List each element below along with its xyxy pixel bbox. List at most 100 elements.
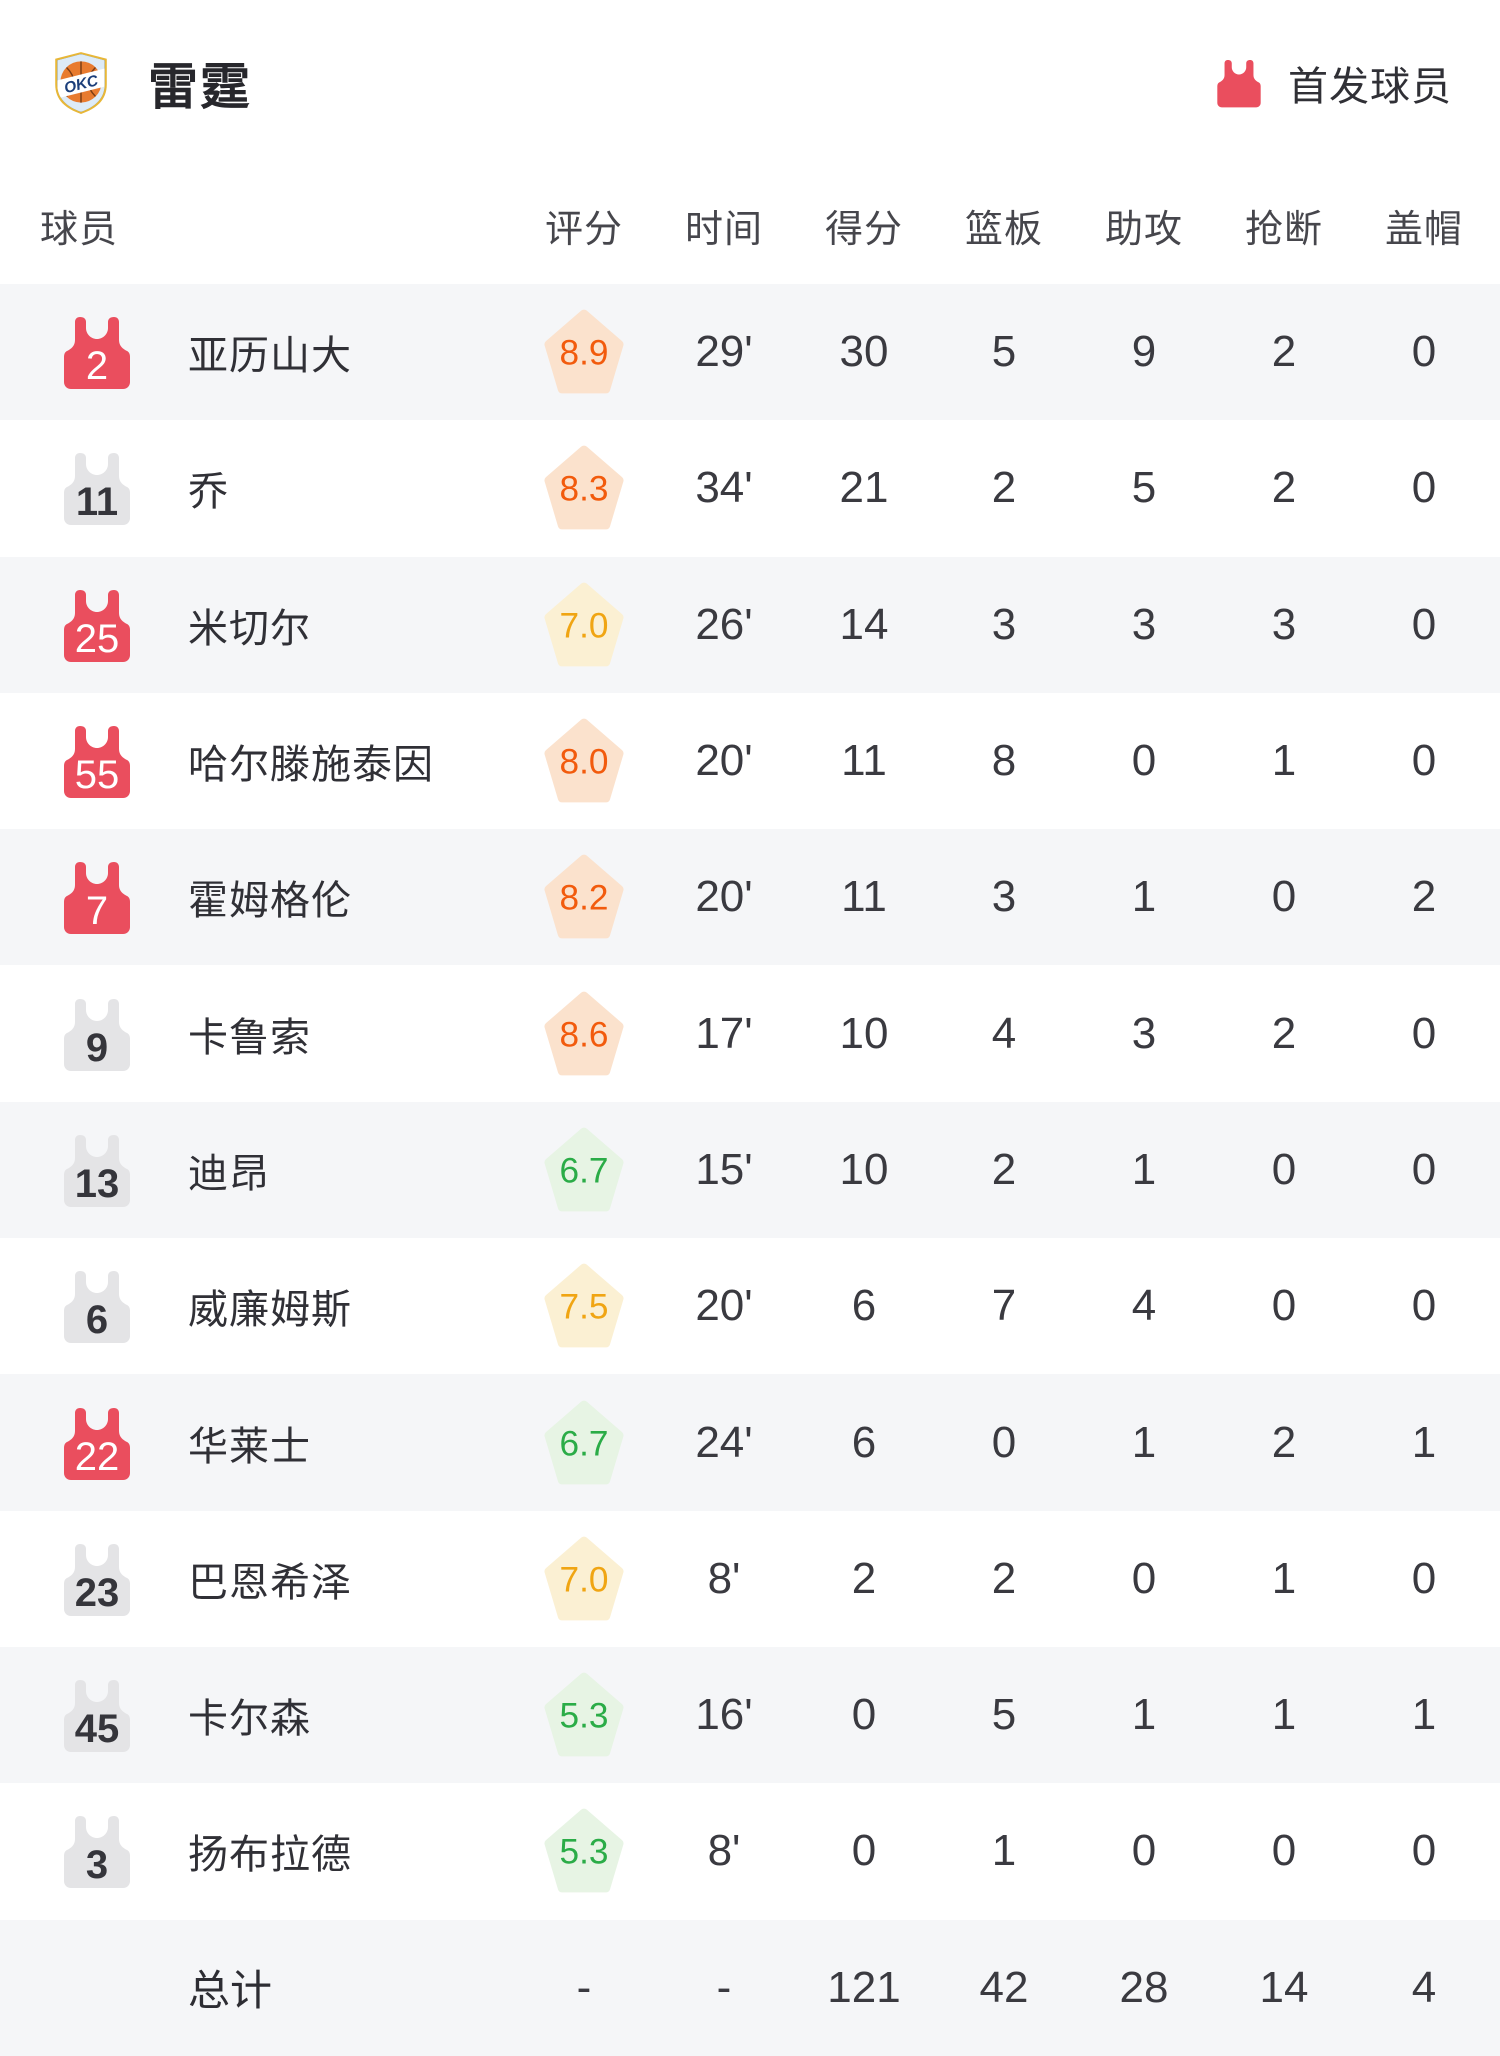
steals-value: 2 (1271, 1008, 1297, 1058)
starter-legend-label: 首发球员 (1288, 65, 1452, 109)
player-row[interactable]: 2 亚历山大 8.9 29' 30 5 9 2 0 (0, 284, 1500, 421)
player-row[interactable]: 55 哈尔滕施泰因 8.0 20' 11 8 0 1 0 (0, 693, 1500, 829)
jersey-cell: 25 (40, 587, 172, 663)
rating-badge: 7.5 (544, 1263, 624, 1348)
player-jersey-icon: 13 (64, 1134, 130, 1207)
points-value: 21 (839, 463, 889, 513)
total-assists: 28 (1119, 1962, 1169, 2012)
assists-value: 1 (1131, 1144, 1157, 1194)
team-header: OKC 雷霆 首发球员 (0, 0, 1500, 166)
player-jersey-icon: 25 (64, 589, 130, 662)
player-row[interactable]: 13 迪昂 6.7 15' 10 2 1 0 0 (0, 1101, 1500, 1239)
minutes-value: 16' (695, 1690, 753, 1740)
total-minutes: - (716, 1962, 732, 2012)
assists-value: 4 (1131, 1281, 1157, 1331)
player-jersey-icon: 6 (64, 1271, 130, 1344)
rating-value: 6.7 (560, 1424, 609, 1463)
minutes-value: 20' (695, 872, 753, 922)
steals-value: 1 (1271, 1690, 1297, 1740)
minutes-value: 8' (707, 1826, 741, 1876)
rating-cell: 7.5 (514, 1263, 654, 1349)
jersey-cell: 6 (40, 1268, 172, 1344)
rating-cell: 8.0 (514, 718, 654, 804)
points-value: 6 (851, 1417, 877, 1467)
player-jersey-icon: 7 (64, 862, 130, 935)
total-points: 121 (827, 1962, 901, 2012)
player-row[interactable]: 3 扬布拉德 5.3 8' 0 1 0 0 0 (0, 1783, 1500, 1919)
player-jersey-icon: 2 (64, 317, 130, 390)
blocks-value: 2 (1411, 872, 1437, 922)
player-row[interactable]: 9 卡鲁索 8.6 17' 10 4 3 2 0 (0, 965, 1500, 1101)
rating-badge: 8.0 (544, 718, 624, 803)
rating-badge: 6.7 (544, 1400, 624, 1484)
total-rating: - (576, 1962, 592, 2012)
player-jersey-icon: 23 (64, 1543, 130, 1616)
rating-value: 7.0 (560, 1560, 609, 1599)
total-rebounds: 42 (979, 1962, 1029, 2012)
player-row[interactable]: 22 华莱士 6.7 24' 6 0 1 2 1 (0, 1374, 1500, 1511)
column-header-assists: 助攻 (1104, 208, 1183, 251)
jersey-number: 25 (75, 617, 120, 661)
blocks-value: 0 (1411, 463, 1437, 513)
total-blocks: 4 (1411, 1962, 1437, 2012)
minutes-value: 34' (695, 463, 753, 513)
player-row[interactable]: 11 乔 8.3 34' 21 2 5 2 0 (0, 420, 1500, 556)
rebounds-value: 3 (991, 599, 1017, 649)
steals-value: 0 (1271, 1144, 1297, 1194)
minutes-value: 29' (695, 327, 753, 377)
steals-value: 1 (1271, 736, 1297, 786)
jersey-number: 7 (86, 889, 108, 933)
player-jersey-icon: 22 (64, 1407, 130, 1480)
player-name: 卡鲁索 (188, 1015, 311, 1060)
rebounds-value: 7 (991, 1281, 1017, 1331)
total-label: 总计 (188, 1967, 273, 2015)
column-header-rebounds: 篮板 (964, 208, 1043, 251)
player-row[interactable]: 6 威廉姆斯 7.5 20' 6 7 4 0 0 (0, 1238, 1500, 1374)
player-jersey-icon: 45 (64, 1680, 130, 1753)
rating-value: 8.3 (560, 470, 609, 509)
rating-badge: 5.3 (544, 1809, 624, 1893)
blocks-value: 0 (1411, 1281, 1437, 1331)
blocks-value: 0 (1411, 327, 1437, 377)
player-name: 迪昂 (188, 1151, 270, 1196)
player-name: 霍姆格伦 (188, 879, 352, 924)
jersey-number: 2 (86, 344, 108, 388)
minutes-value: 26' (695, 599, 753, 649)
jersey-cell: 22 (40, 1405, 172, 1481)
player-jersey-icon: 11 (64, 453, 130, 526)
blocks-value: 0 (1411, 1826, 1437, 1876)
column-header-minutes: 时间 (684, 208, 763, 251)
jersey-cell: 13 (40, 1132, 172, 1208)
rating-cell: 8.6 (514, 991, 654, 1077)
player-row[interactable]: 7 霍姆格伦 8.2 20' 11 3 1 0 2 (0, 829, 1500, 966)
player-table-body: 2 亚历山大 8.9 29' 30 5 9 2 0 11 乔 8.3 (0, 284, 1500, 1920)
jersey-number: 6 (86, 1298, 108, 1342)
assists-value: 3 (1131, 1008, 1157, 1058)
minutes-value: 24' (695, 1417, 753, 1467)
minutes-value: 8' (707, 1553, 741, 1603)
player-jersey-icon: 55 (64, 726, 130, 799)
rating-value: 8.2 (560, 879, 609, 918)
total-row: 总计 - - 121 42 28 14 4 (0, 1919, 1500, 2056)
rebounds-value: 8 (991, 736, 1017, 786)
blocks-value: 0 (1411, 1553, 1437, 1603)
assists-value: 0 (1131, 1826, 1157, 1876)
blocks-value: 1 (1411, 1690, 1437, 1740)
blocks-value: 0 (1411, 1008, 1437, 1058)
steals-value: 0 (1271, 1281, 1297, 1331)
rating-value: 8.9 (560, 334, 609, 373)
rating-badge: 8.2 (544, 854, 624, 939)
player-name: 乔 (188, 470, 229, 515)
column-header-player: 球员 (40, 208, 119, 251)
player-row[interactable]: 23 巴恩希泽 7.0 8' 2 2 0 1 0 (0, 1511, 1500, 1647)
jersey-number: 23 (75, 1571, 120, 1615)
starter-jersey-icon (1217, 60, 1261, 108)
player-row[interactable]: 25 米切尔 7.0 26' 14 3 3 3 0 (0, 556, 1500, 693)
rating-cell: 8.9 (514, 309, 654, 395)
jersey-cell: 45 (40, 1677, 172, 1753)
player-row[interactable]: 45 卡尔森 5.3 16' 0 5 1 1 1 (0, 1646, 1500, 1784)
player-name: 威廉姆斯 (188, 1288, 352, 1333)
steals-value: 2 (1271, 463, 1297, 513)
rating-cell: 6.7 (514, 1127, 654, 1213)
assists-value: 5 (1131, 463, 1157, 513)
